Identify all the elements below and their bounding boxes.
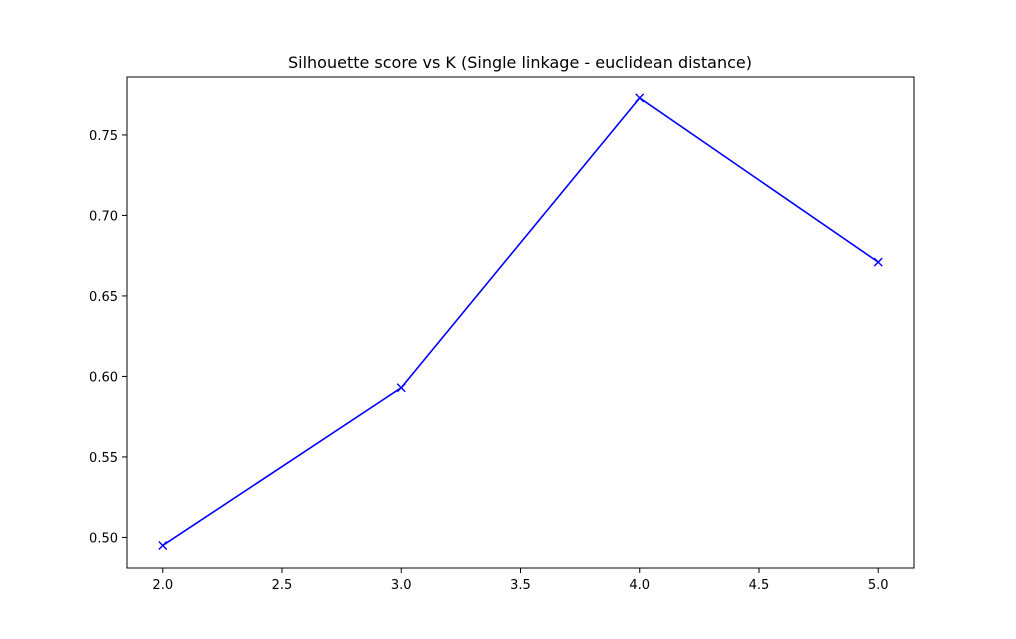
chart-title: Silhouette score vs K (Single linkage - …: [288, 53, 752, 72]
y-tick-label: 0.70: [89, 209, 118, 224]
x-tick-label: 2.0: [152, 578, 173, 593]
marker-stroke: [158, 540, 168, 550]
data-point-marker: [873, 257, 883, 267]
marker-stroke: [873, 257, 883, 267]
y-tick-label: 0.75: [89, 129, 118, 144]
data-point-marker: [396, 383, 406, 393]
y-tick-label: 0.50: [89, 531, 118, 546]
data-point-marker: [635, 93, 645, 103]
x-tick-label: 3.0: [391, 578, 412, 593]
data-point-marker: [158, 540, 168, 550]
plot-area: 2.0 2.5 3.0 3.5 4.0 4.5 5.0 0.50 0.55 0.60 0.65 0.7…: [89, 76, 915, 593]
x-tick-label: 2.5: [272, 578, 293, 593]
x-tick-label: 4.5: [749, 578, 770, 593]
axes-frame: [126, 76, 915, 569]
y-tick-label: 0.60: [89, 370, 118, 385]
series-line: [162, 97, 879, 547]
x-tick-label: 4.0: [629, 578, 650, 593]
x-tick-label: 3.5: [510, 578, 531, 593]
y-tick-label: 0.55: [89, 451, 118, 466]
marker-stroke: [635, 93, 645, 103]
marker-stroke: [396, 383, 406, 393]
y-tick-label: 0.65: [89, 290, 118, 305]
x-tick-label: 5.0: [868, 578, 889, 593]
